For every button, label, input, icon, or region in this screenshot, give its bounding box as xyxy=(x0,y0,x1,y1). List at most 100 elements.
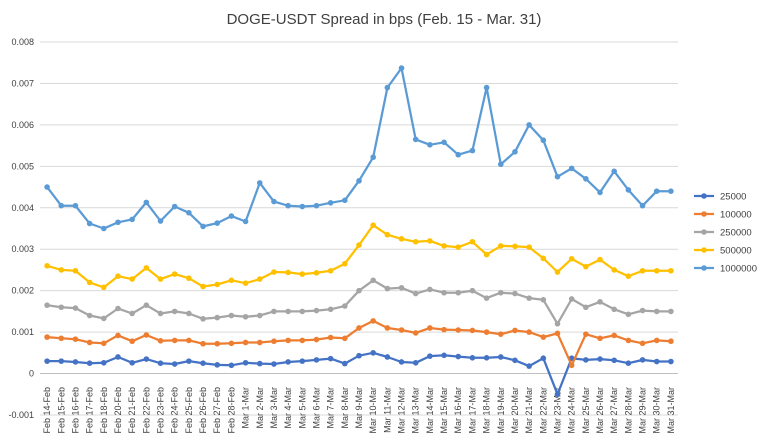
x-tick-label: Mar 1-Mar xyxy=(241,387,251,429)
data-point xyxy=(653,188,660,194)
data-point xyxy=(299,203,306,210)
data-point xyxy=(313,336,320,343)
data-point xyxy=(101,225,107,232)
data-point xyxy=(299,337,306,344)
data-point xyxy=(214,340,221,347)
data-point xyxy=(568,362,575,369)
y-axis: -0.001 0 0.001 0.002 0.003 0.004 0.005 0.006 0.0… xyxy=(8,37,34,420)
x-tick-label: Feb 25-Feb xyxy=(184,387,194,434)
legend-label: 25000 xyxy=(720,192,746,203)
data-point xyxy=(285,337,291,344)
data-point xyxy=(72,336,79,342)
series-group xyxy=(44,65,674,398)
data-point xyxy=(398,236,405,242)
data-point xyxy=(639,267,646,274)
data-point xyxy=(186,337,192,344)
x-tick-label: Mar 5-Mar xyxy=(297,387,307,429)
data-point xyxy=(469,147,476,154)
x-tick-label: Mar 17-Mar xyxy=(467,387,477,434)
x-axis: Feb 14-Feb Feb 15-Feb Feb 16-Feb Feb 17-Feb… xyxy=(40,373,678,434)
data-point xyxy=(625,273,632,279)
data-point xyxy=(356,242,362,248)
data-point xyxy=(327,306,334,313)
data-point xyxy=(441,243,447,249)
data-point xyxy=(228,362,235,369)
legend-label: 100000 xyxy=(720,210,752,221)
legend-item: 100000 xyxy=(694,210,752,221)
data-point xyxy=(214,281,221,288)
data-point xyxy=(356,287,362,294)
data-point xyxy=(583,331,589,337)
data-point xyxy=(228,312,235,319)
series-line xyxy=(46,279,671,325)
data-point xyxy=(115,273,121,279)
data-point xyxy=(384,285,391,292)
data-point xyxy=(384,231,391,238)
data-point xyxy=(214,314,221,321)
data-point xyxy=(44,334,50,340)
data-point xyxy=(342,360,348,367)
data-point xyxy=(299,358,306,364)
series-250000 xyxy=(44,277,674,327)
data-point xyxy=(668,308,674,315)
data-point xyxy=(483,329,490,335)
data-point xyxy=(285,269,291,276)
y-tick-label: -0.001 xyxy=(8,410,34,420)
data-point xyxy=(441,326,447,333)
data-point xyxy=(441,352,447,359)
data-point xyxy=(540,255,547,262)
data-point xyxy=(568,296,575,302)
x-tick-label: Mar 26-Mar xyxy=(595,387,605,434)
legend-swatch-marker xyxy=(701,247,707,253)
data-point xyxy=(398,327,405,333)
data-point xyxy=(171,308,178,315)
data-point xyxy=(327,334,334,341)
data-point xyxy=(143,199,150,206)
x-tick-label: Feb 16-Feb xyxy=(70,387,80,434)
data-point xyxy=(44,302,50,308)
x-tick-label: Feb 15-Feb xyxy=(56,387,66,434)
x-tick-label: Feb 18-Feb xyxy=(99,387,109,434)
data-point xyxy=(242,339,249,346)
data-point xyxy=(370,350,376,356)
data-point xyxy=(256,312,263,319)
data-point xyxy=(384,354,391,360)
data-point xyxy=(115,332,121,339)
data-point xyxy=(101,315,107,322)
data-point xyxy=(72,202,79,209)
data-point xyxy=(398,359,405,365)
x-tick-label: Feb 26-Feb xyxy=(198,387,208,434)
data-point xyxy=(356,325,362,331)
data-point xyxy=(639,307,646,314)
data-point xyxy=(342,260,348,267)
data-point xyxy=(129,310,135,317)
data-point xyxy=(171,337,178,344)
x-tick-label: Mar 27-Mar xyxy=(609,387,619,434)
y-tick-label: 0.002 xyxy=(11,286,34,296)
data-point xyxy=(327,200,334,206)
data-point xyxy=(540,355,547,362)
data-point xyxy=(285,359,291,365)
data-point xyxy=(143,265,150,271)
data-point xyxy=(129,276,135,282)
data-point xyxy=(427,325,433,331)
data-point xyxy=(157,218,164,224)
data-point xyxy=(611,332,617,339)
data-point xyxy=(86,312,93,319)
data-point xyxy=(271,269,277,275)
data-point xyxy=(412,136,419,143)
x-tick-label: Mar 19-Mar xyxy=(496,387,506,434)
x-tick-label: Mar 29-Mar xyxy=(638,387,648,434)
x-tick-label: Mar 8-Mar xyxy=(340,387,350,429)
data-point xyxy=(72,267,79,274)
data-point xyxy=(526,122,532,128)
data-point xyxy=(228,213,235,219)
data-point xyxy=(342,335,348,342)
x-tick-label: Mar 15-Mar xyxy=(439,387,449,434)
data-point xyxy=(483,355,490,361)
data-point xyxy=(327,355,334,362)
data-point xyxy=(427,238,433,244)
data-point xyxy=(455,289,462,296)
x-tick-label: Mar 13-Mar xyxy=(411,387,421,434)
legend-item: 25000 xyxy=(694,192,746,203)
